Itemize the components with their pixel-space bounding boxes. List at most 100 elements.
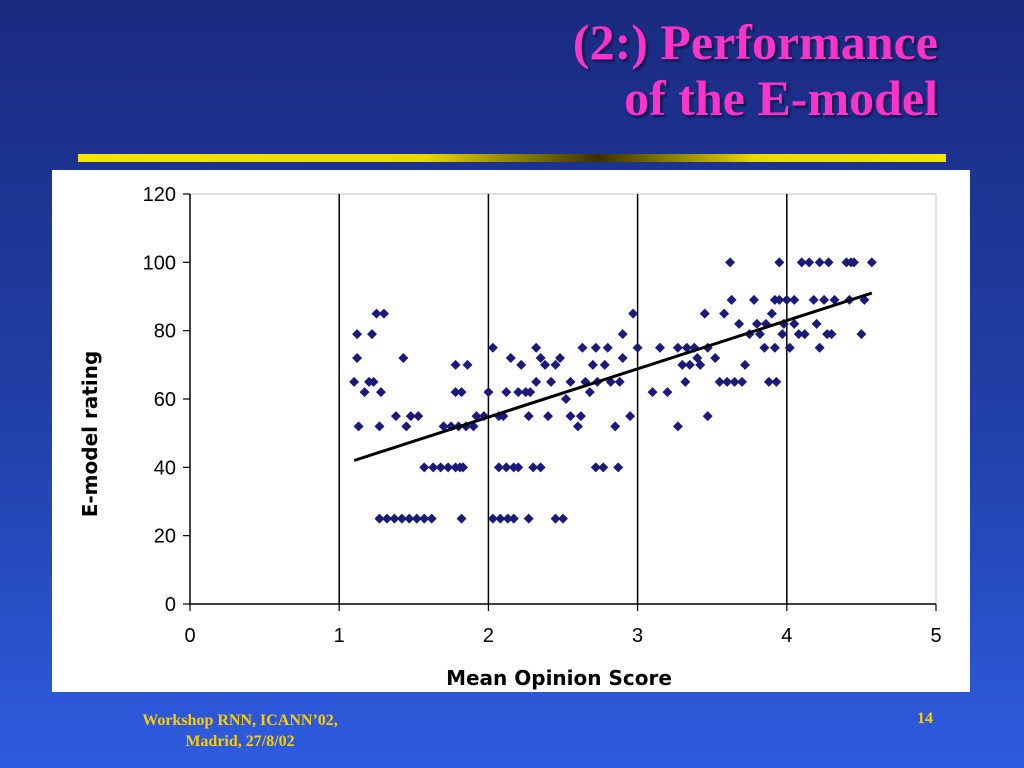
data-point-142: [789, 294, 800, 305]
data-point-55: [502, 513, 513, 524]
data-point-76: [560, 394, 571, 404]
data-point-104: [672, 421, 683, 432]
data-point-114: [702, 411, 713, 422]
data-point-77: [565, 376, 576, 387]
data-point-63: [513, 462, 524, 473]
footer-line-2: Madrid, 27/8/02: [185, 733, 295, 750]
data-point-116: [714, 376, 725, 387]
data-point-13: [381, 513, 392, 524]
footer-info: Workshop RNN, ICANN’02, Madrid, 27/8/02: [100, 710, 380, 752]
data-point-99: [632, 342, 643, 353]
x-tick-label-2: 2: [483, 625, 494, 647]
data-point-8: [371, 308, 382, 319]
data-point-22: [401, 421, 412, 432]
data-point-23: [405, 411, 416, 422]
data-point-146: [799, 329, 810, 340]
data-point-59: [558, 513, 568, 524]
data-point-155: [826, 329, 837, 340]
data-point-145: [796, 257, 807, 268]
scatter-chart: 0 20 40 60 80 100 120 0 1 2 3 4 5 Mean Opinion Scor…: [78, 184, 942, 690]
data-point-162: [859, 294, 870, 305]
data-point-84: [587, 359, 598, 370]
title-underline: [78, 154, 946, 162]
data-point-98: [628, 308, 639, 319]
data-point-40: [462, 359, 473, 370]
data-point-15: [396, 513, 407, 524]
data-point-80: [575, 411, 586, 422]
data-point-140: [781, 294, 792, 305]
data-point-102: [662, 387, 673, 398]
data-point-41: [456, 513, 467, 524]
data-point-71: [540, 359, 551, 370]
x-tick-label-4: 4: [781, 625, 792, 647]
data-point-65: [535, 462, 546, 473]
y-tick-label-60: 60: [154, 389, 176, 411]
data-point-119: [725, 257, 736, 268]
x-tick-label-0: 0: [184, 625, 195, 647]
page-number: 14: [917, 710, 933, 727]
data-point-112: [699, 308, 710, 319]
data-point-111: [695, 359, 706, 370]
data-point-18: [419, 513, 430, 524]
data-point-68: [531, 376, 542, 387]
x-tick-label-5: 5: [930, 625, 941, 647]
data-point-149: [811, 318, 822, 329]
data-point-35: [461, 421, 472, 432]
data-point-101: [654, 342, 665, 353]
data-point-147: [804, 257, 815, 268]
data-point-73: [546, 376, 557, 387]
chart-panel: 0 20 40 60 80 100 120 0 1 2 3 4 5 Mean Opinion Scor…: [52, 170, 970, 692]
data-point-139: [778, 318, 789, 329]
data-point-60: [493, 462, 504, 473]
title-line-1: (2:) Performance: [572, 14, 938, 70]
trendline: [353, 291, 873, 462]
y-tick-label-100: 100: [143, 252, 176, 274]
data-point-64: [528, 462, 539, 473]
data-point-121: [729, 376, 740, 387]
data-point-82: [580, 376, 591, 387]
data-point-21: [398, 353, 409, 363]
data-point-3: [353, 421, 364, 432]
data-point-108: [684, 359, 695, 370]
data-point-61: [501, 462, 512, 473]
data-point-6: [367, 329, 378, 340]
data-point-152: [819, 294, 830, 305]
data-point-37: [450, 387, 461, 398]
data-point-156: [829, 294, 840, 305]
data-point-105: [677, 359, 688, 370]
data-point-38: [456, 387, 467, 398]
data-point-57: [523, 513, 534, 524]
data-point-7: [368, 376, 379, 387]
data-point-74: [550, 359, 561, 370]
y-tick-label-0: 0: [165, 594, 176, 616]
data-point-20: [390, 411, 401, 422]
data-point-143: [789, 318, 800, 329]
data-point-154: [823, 257, 834, 268]
data-point-94: [614, 376, 625, 387]
data-point-160: [848, 257, 859, 268]
data-point-58: [550, 513, 561, 524]
data-point-144: [793, 329, 804, 340]
data-point-120: [726, 294, 737, 305]
data-point-85: [590, 342, 601, 353]
data-point-136: [774, 257, 785, 268]
data-point-95: [617, 353, 628, 363]
y-tick-label-120: 120: [143, 184, 176, 206]
title-line-2: of the E-model: [624, 70, 938, 126]
data-point-31: [455, 462, 466, 473]
data-point-123: [737, 376, 748, 387]
y-tick-label-40: 40: [154, 457, 176, 479]
data-point-1: [352, 329, 363, 340]
data-point-107: [681, 342, 692, 353]
data-points: [349, 257, 877, 524]
y-tick-label-80: 80: [154, 321, 176, 343]
data-point-131: [763, 376, 774, 387]
data-point-36: [468, 421, 479, 432]
data-point-4: [359, 387, 370, 398]
data-point-66: [516, 359, 527, 370]
data-point-11: [374, 421, 385, 432]
data-point-32: [438, 421, 449, 432]
data-point-134: [769, 342, 780, 353]
data-point-45: [487, 342, 498, 353]
y-tick-label-20: 20: [154, 526, 176, 548]
